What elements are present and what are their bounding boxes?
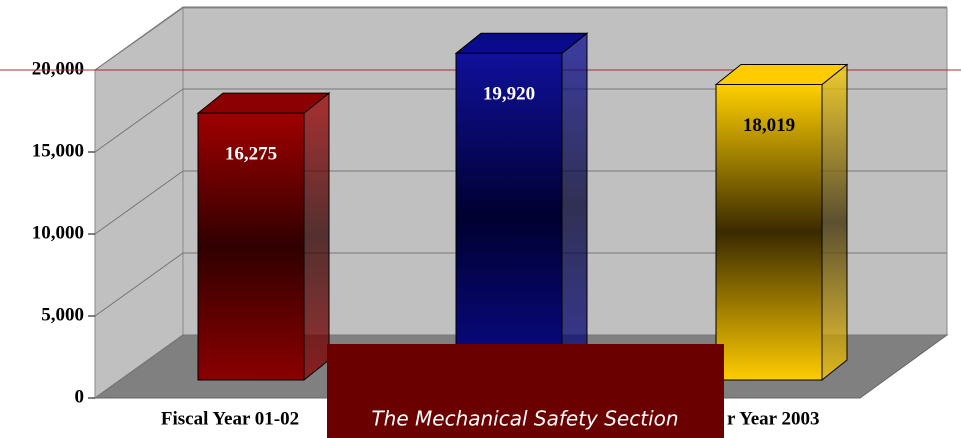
- overlay-text: The Mechanical Safety Section: [371, 407, 678, 431]
- grid-line: [94, 334, 947, 399]
- bar-side: [821, 63, 848, 382]
- value-label: 19,920: [483, 84, 535, 105]
- y-tick-label: 10,000: [32, 222, 84, 243]
- y-tick-label: 15,000: [32, 140, 84, 161]
- value-label: 16,275: [225, 143, 277, 164]
- grid-line: [94, 252, 947, 317]
- grid-line: [94, 170, 947, 235]
- bar-side: [561, 32, 588, 382]
- x-tick-label: r Year 2003: [727, 408, 820, 429]
- bar: [455, 52, 563, 381]
- y-tick-label: 5,000: [41, 304, 84, 325]
- overlay-box: [327, 344, 724, 438]
- grid-line: [94, 6, 947, 71]
- bar: [197, 112, 305, 381]
- value-label: 18,019: [743, 115, 795, 136]
- bar-side: [303, 92, 330, 382]
- bar: [715, 83, 823, 381]
- x-tick-label: Fiscal Year 01-02: [161, 408, 299, 429]
- y-tick-label: 20,000: [32, 58, 84, 79]
- y-tick-label: 0: [75, 386, 85, 407]
- grid-line: [94, 88, 947, 153]
